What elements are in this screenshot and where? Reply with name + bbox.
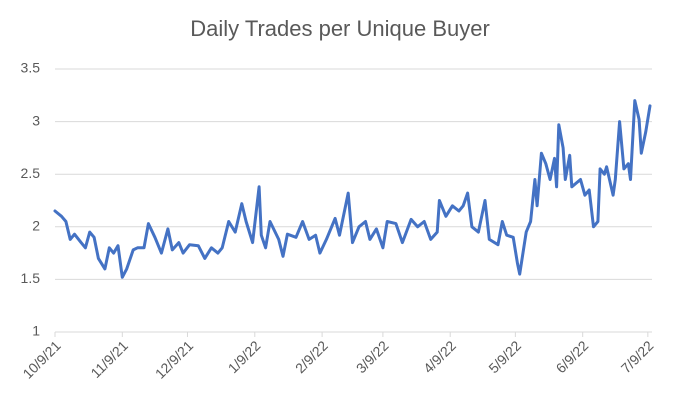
x-tick-label: 12/9/21: [152, 337, 196, 381]
x-tick-label: 7/9/22: [618, 337, 657, 376]
x-tick-label: 5/9/22: [485, 337, 524, 376]
y-tick-label: 3: [32, 112, 40, 128]
x-tick-label: 1/9/22: [225, 337, 264, 376]
y-tick-label: 1.5: [21, 270, 41, 286]
y-tick-label: 2.5: [21, 165, 41, 181]
y-tick-label: 1: [32, 323, 40, 339]
data-line: [53, 99, 652, 279]
x-tick-label: 6/9/22: [553, 337, 592, 376]
x-tick-label: 4/9/22: [420, 337, 459, 376]
x-tick-label: 3/9/22: [353, 337, 392, 376]
x-tick-label: 10/9/21: [19, 337, 63, 381]
x-tick-label: 2/9/22: [292, 337, 331, 376]
x-tick-label: 11/9/21: [87, 337, 131, 381]
y-tick-label: 3.5: [21, 60, 41, 76]
chart-title: Daily Trades per Unique Buyer: [190, 16, 490, 41]
y-tick-label: 2: [32, 218, 40, 234]
